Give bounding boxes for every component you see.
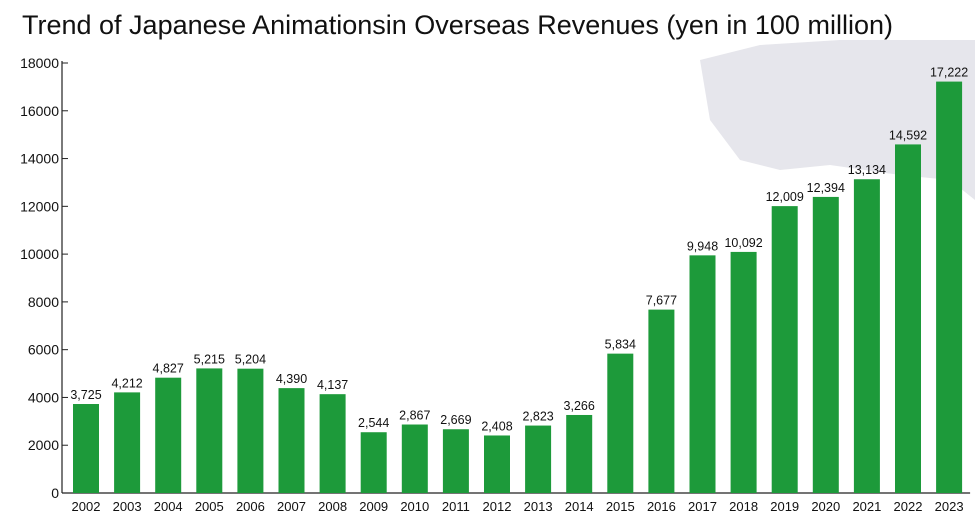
data-label-2006: 5,204 <box>235 353 266 367</box>
x-tick-label-2022: 2022 <box>894 499 923 514</box>
x-tick-label-2012: 2012 <box>483 499 512 514</box>
data-label-2015: 5,834 <box>605 338 636 352</box>
y-tick-label: 10000 <box>20 246 59 262</box>
y-tick-label: 6000 <box>28 342 59 358</box>
bar-2011 <box>442 429 469 493</box>
data-label-2019: 12,009 <box>766 190 804 204</box>
data-label-2021: 13,134 <box>848 163 886 177</box>
x-tick-label-2013: 2013 <box>524 499 553 514</box>
data-label-2008: 4,137 <box>317 378 348 392</box>
x-tick-label-2014: 2014 <box>565 499 594 514</box>
bar-2018 <box>730 251 757 493</box>
bar-2007 <box>278 388 305 493</box>
data-label-2011: 2,669 <box>440 413 471 427</box>
y-tick-label: 8000 <box>28 294 59 310</box>
y-tick-label: 2000 <box>28 437 59 453</box>
data-label-2002: 3,725 <box>70 388 101 402</box>
x-tick-label-2007: 2007 <box>277 499 306 514</box>
x-tick-label-2004: 2004 <box>154 499 183 514</box>
data-label-2010: 2,867 <box>399 409 430 423</box>
bar-2004 <box>155 377 182 493</box>
x-tick-label-2003: 2003 <box>113 499 142 514</box>
x-tick-label-2006: 2006 <box>236 499 265 514</box>
axes: 0 2000 4000 6000 8000 10000 12000 14000 16000 180… <box>20 55 971 514</box>
bar-2020 <box>812 196 839 493</box>
y-tick-label: 4000 <box>28 389 59 405</box>
x-tick-label-2005: 2005 <box>195 499 224 514</box>
data-label-2012: 2,408 <box>481 419 512 433</box>
bar-2019 <box>771 206 798 493</box>
bar-2013 <box>525 425 552 493</box>
x-tick-label-2010: 2010 <box>400 499 429 514</box>
x-tick-label-2002: 2002 <box>72 499 101 514</box>
bar-2006 <box>237 368 264 493</box>
bar-2012 <box>484 435 510 493</box>
bar-2022 <box>895 144 921 493</box>
bar-2017 <box>689 255 716 493</box>
data-label-2014: 3,266 <box>564 399 595 413</box>
background-map-shape <box>700 40 975 200</box>
bar-2015 <box>607 353 634 493</box>
chart-title: Trend of Japanese Animationsin Overseas … <box>22 10 893 40</box>
x-tick-label-2019: 2019 <box>770 499 799 514</box>
data-label-2018: 10,092 <box>724 236 762 250</box>
data-label-2022: 14,592 <box>889 128 927 142</box>
data-label-2007: 4,390 <box>276 372 307 386</box>
bar-2021 <box>853 179 880 493</box>
bar-2009 <box>360 432 387 493</box>
data-label-2016: 7,677 <box>646 294 677 308</box>
y-tick-label: 0 <box>51 485 59 501</box>
data-label-2003: 4,212 <box>111 376 142 390</box>
x-tick-label-2017: 2017 <box>688 499 717 514</box>
y-tick-label: 18000 <box>20 55 59 71</box>
bar-2002 <box>73 404 99 493</box>
x-tick-label-2018: 2018 <box>729 499 758 514</box>
data-label-2017: 9,948 <box>687 239 718 253</box>
x-tick-label-2011: 2011 <box>442 499 470 514</box>
data-label-2009: 2,544 <box>358 416 389 430</box>
x-tick-label-2021: 2021 <box>852 499 881 514</box>
x-tick-label-2015: 2015 <box>606 499 635 514</box>
x-tick-label-2016: 2016 <box>647 499 676 514</box>
bar-2023 <box>936 81 963 493</box>
bar-2010 <box>401 424 428 493</box>
x-tick-label-2023: 2023 <box>935 499 964 514</box>
data-label-2020: 12,394 <box>807 181 845 195</box>
bar-2003 <box>114 392 141 493</box>
y-tick-label: 16000 <box>20 103 59 119</box>
data-label-2013: 2,823 <box>522 410 553 424</box>
bars-group: 3,725 4,212 4,827 5,215 5,204 4,390 4,137 2,544… <box>70 66 968 493</box>
x-tick-label-2020: 2020 <box>811 499 840 514</box>
y-tick-label: 12000 <box>20 198 59 214</box>
y-tick-label: 14000 <box>20 151 59 167</box>
data-label-2004: 4,827 <box>153 362 184 376</box>
x-tick-label-2009: 2009 <box>359 499 388 514</box>
bar-2014 <box>566 414 593 493</box>
bar-2005 <box>196 368 223 493</box>
data-label-2005: 5,215 <box>194 352 225 366</box>
x-tick-label-2008: 2008 <box>318 499 347 514</box>
bar-2016 <box>648 309 675 493</box>
bar-2008 <box>319 394 346 493</box>
data-label-2023: 17,222 <box>930 66 968 80</box>
